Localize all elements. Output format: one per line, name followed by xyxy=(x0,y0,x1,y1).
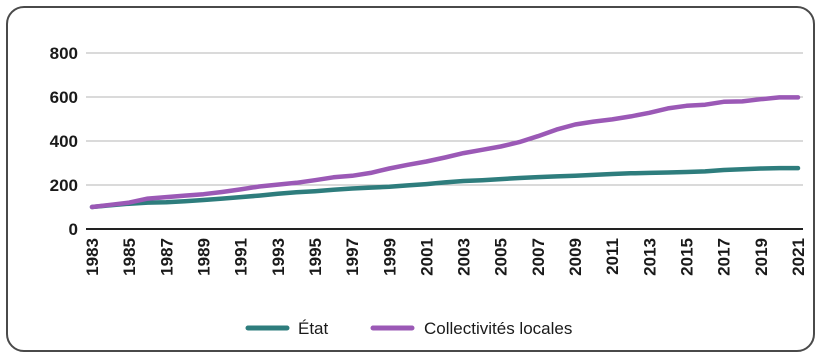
y-tick-label: 200 xyxy=(50,176,78,195)
x-tick-label: 2003 xyxy=(455,238,474,276)
grid-lines xyxy=(86,52,803,230)
x-tick-label: 1985 xyxy=(120,238,139,276)
legend-label-etat: État xyxy=(298,319,329,338)
y-tick-label: 0 xyxy=(69,220,78,239)
x-tick-label: 1987 xyxy=(157,238,176,276)
series-line-etat xyxy=(89,165,801,210)
x-tick-label: 1983 xyxy=(83,238,102,276)
x-tick-label: 2019 xyxy=(752,238,771,276)
y-tick-label: 600 xyxy=(50,88,78,107)
x-tick-label: 2015 xyxy=(678,238,697,276)
series-line-collectivites xyxy=(89,95,801,210)
x-tick-label: 2021 xyxy=(789,238,808,276)
legend-label-collectivites: Collectivités locales xyxy=(424,319,572,338)
x-tick-label: 2001 xyxy=(417,238,436,276)
x-tick-label: 2007 xyxy=(529,238,548,276)
x-tick-label: 1997 xyxy=(343,238,362,276)
y-axis-ticks: 0 200 400 600 800 xyxy=(50,44,78,239)
chart-frame xyxy=(6,6,815,352)
x-tick-label: 2013 xyxy=(640,238,659,276)
x-tick-label: 1995 xyxy=(306,238,325,276)
x-tick-label: 2009 xyxy=(566,238,585,276)
x-tick-label: 1989 xyxy=(194,238,213,276)
y-tick-label: 800 xyxy=(50,44,78,63)
series-lines xyxy=(89,95,801,210)
x-tick-label: 2005 xyxy=(492,238,511,276)
legend: État Collectivités locales xyxy=(245,319,572,338)
x-axis-ticks: 1983 1985 1987 1989 1991 1993 1995 1997 1999 2001… xyxy=(83,238,808,276)
y-tick-label: 400 xyxy=(50,132,78,151)
x-tick-label: 2011 xyxy=(603,238,622,275)
x-tick-label: 2017 xyxy=(715,238,734,276)
x-tick-label: 1991 xyxy=(232,238,251,276)
x-tick-label: 1999 xyxy=(380,238,399,276)
x-tick-label: 1993 xyxy=(269,238,288,276)
